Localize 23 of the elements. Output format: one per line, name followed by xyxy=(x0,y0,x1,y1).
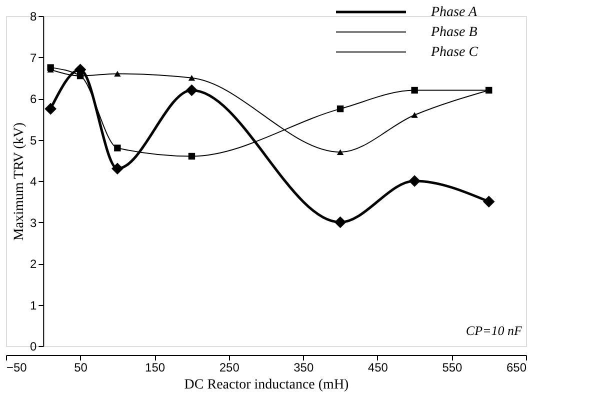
y-axis-title: Maximum TRV (kV) xyxy=(12,122,27,241)
annotation: CP=10 nF xyxy=(466,323,524,338)
y-tick-label: 1 xyxy=(30,298,37,312)
legend-label: Phase B xyxy=(430,25,478,40)
y-tick-label: 5 xyxy=(30,133,37,148)
y-tick-label: 4 xyxy=(30,174,37,188)
x-tick-label: 650 xyxy=(506,360,527,374)
legend-label: Phase C xyxy=(430,45,479,60)
y-tick-label: 0 xyxy=(30,340,37,354)
x-tick-label: 450 xyxy=(368,360,388,374)
x-tick-label: 50 xyxy=(74,360,88,374)
y-tick-label: 3 xyxy=(30,216,37,230)
y-tick-label: 8 xyxy=(30,10,37,24)
x-tick-label: −50 xyxy=(6,360,28,374)
y-tick-label: 7 xyxy=(30,50,37,65)
y-tick-label: 2 xyxy=(30,257,37,271)
x-tick-label: 150 xyxy=(145,360,166,374)
x-tick-label: 550 xyxy=(442,360,463,374)
x-tick-label: 250 xyxy=(219,360,240,374)
legend-label: Phase A xyxy=(430,5,478,20)
y-tick-label: 6 xyxy=(30,92,37,106)
x-axis-title: DC Reactor inductance (mH) xyxy=(184,378,350,392)
x-tick-label: 350 xyxy=(294,360,314,374)
